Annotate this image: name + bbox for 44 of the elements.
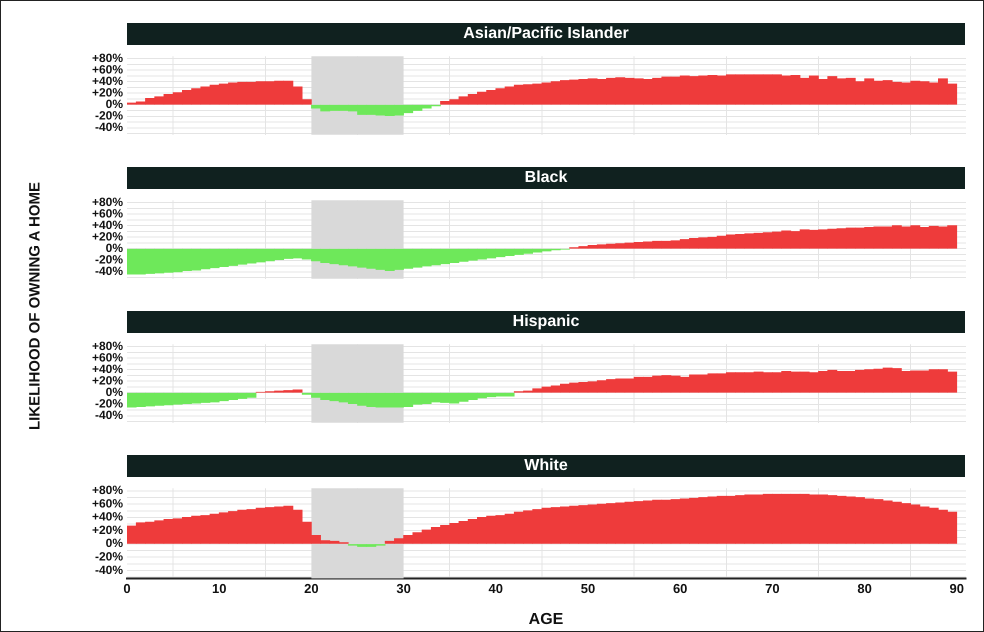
chart-title: White — [127, 455, 965, 477]
y-tick-label: +60% — [92, 62, 124, 76]
y-tick-label: -40% — [94, 264, 124, 278]
x-tick-label: 20 — [304, 580, 319, 596]
y-tick-label: -40% — [94, 562, 124, 577]
y-tick-label: 0% — [106, 97, 124, 112]
x-tick-label: 90 — [950, 580, 964, 596]
y-axis-title: LIKELIHOOD OF OWNING A HOME — [26, 182, 44, 430]
y-tick-label: +20% — [92, 522, 124, 537]
y-tick-label: +60% — [92, 206, 124, 220]
x-tick-label: 80 — [857, 580, 872, 596]
x-axis-title: AGE — [528, 611, 564, 629]
chart-title: Asian/Pacific Islander — [127, 23, 965, 45]
x-tick-label: 60 — [672, 580, 688, 596]
y-tick-label: -20% — [94, 252, 124, 267]
chart-title: Black — [127, 167, 965, 189]
x-tick-label: 10 — [212, 580, 226, 596]
y-tick-label: +20% — [92, 86, 124, 100]
x-tick-label: 30 — [396, 580, 411, 596]
y-tick-label: 0% — [106, 241, 124, 256]
y-tick-label: +40% — [92, 74, 124, 88]
y-tick-label: 0% — [106, 385, 124, 400]
y-tick-label: -40% — [94, 120, 124, 134]
x-tick-label: 40 — [488, 580, 504, 596]
y-tick-label: -20% — [94, 108, 124, 123]
y-tick-label: -20% — [94, 549, 124, 564]
y-tick-label: +20% — [92, 230, 124, 244]
y-tick-label: +80% — [92, 50, 124, 65]
y-tick-label: 0% — [106, 536, 124, 550]
y-tick-label: +60% — [92, 496, 124, 510]
y-tick-label: +40% — [92, 218, 124, 232]
x-tick-label: 50 — [580, 580, 596, 596]
y-tick-label: +20% — [92, 374, 124, 388]
chart-title: Hispanic — [127, 311, 965, 333]
x-tick-label: 0 — [123, 580, 131, 596]
y-tick-label: +80% — [92, 194, 124, 209]
y-tick-label: +40% — [92, 510, 124, 524]
y-tick-label: +80% — [92, 338, 124, 353]
y-tick-label: -20% — [94, 396, 124, 411]
y-tick-label: -40% — [94, 408, 124, 422]
x-tick-label: 70 — [765, 580, 780, 596]
y-tick-label: +40% — [92, 362, 124, 376]
y-tick-label: +60% — [92, 350, 124, 364]
y-tick-label: +80% — [92, 483, 124, 498]
